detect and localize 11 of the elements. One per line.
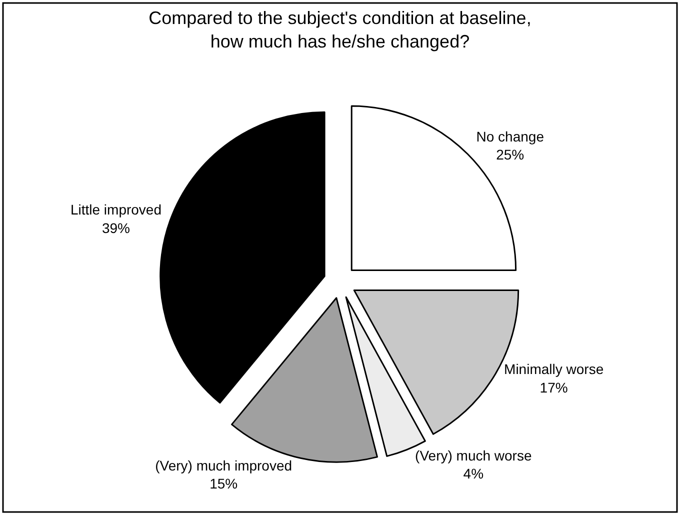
data-label: 39% <box>102 220 130 236</box>
slice-label: No change <box>476 128 544 145</box>
data-label: 25% <box>496 146 524 163</box>
data-label: 15% <box>210 476 238 492</box>
slice-label: (Very) much improved <box>155 457 292 474</box>
data-label: 17% <box>540 379 568 396</box>
chart-title: Compared to the subject's condition at baseline, how much has he/she changed? <box>148 8 532 52</box>
data-label: 4% <box>463 466 484 482</box>
slice-label: Minimally worse <box>504 361 604 378</box>
slice-label: Little improved <box>70 202 162 218</box>
slice-label: (Very) much worse <box>415 448 532 464</box>
